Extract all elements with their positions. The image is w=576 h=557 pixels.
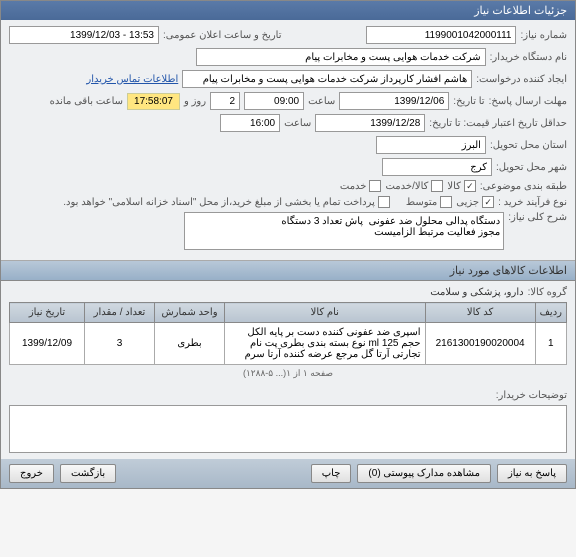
opt-service-label: کالا/خدمت <box>385 181 428 192</box>
th-name: نام کالا <box>225 303 426 323</box>
cell-date: 1399/12/09 <box>10 323 85 365</box>
need-number-label: شماره نیاز: <box>520 30 567 41</box>
creator-label: ایجاد کننده درخواست: <box>476 74 567 85</box>
checkbox-low[interactable] <box>482 196 494 208</box>
checkbox-service[interactable] <box>431 180 443 192</box>
remaining-label: ساعت باقی مانده <box>50 96 123 107</box>
th-code: کد کالا <box>425 303 535 323</box>
announce-date-label: تاریخ و ساعت اعلان عمومی: <box>163 30 282 41</box>
city-field: کرج <box>382 158 492 176</box>
cell-name: اسپری ضد عفونی کننده دست بر پایه الکل حج… <box>225 323 426 365</box>
checkbox-med[interactable] <box>440 196 452 208</box>
opt-goods-group: کالا <box>447 180 476 192</box>
summary-textarea[interactable]: دستگاه پدالی محلول ضد عفونی پاش تعداد 3 … <box>184 212 504 250</box>
announce-date-field: 13:53 - 1399/12/03 <box>9 26 159 44</box>
respond-button[interactable]: پاسخ به نیاز <box>497 464 567 483</box>
main-content: شماره نیاز: 1199001042000111 تاریخ و ساع… <box>1 20 575 260</box>
cell-idx: 1 <box>535 323 566 365</box>
goods-table: ردیف کد کالا نام کالا واحد شمارش تعداد /… <box>9 302 567 365</box>
opt-med-group: متوسط <box>406 196 452 208</box>
need-number-field: 1199001042000111 <box>366 26 516 44</box>
checkbox-partial[interactable] <box>378 196 390 208</box>
exit-button[interactable]: خروج <box>9 464 54 483</box>
goods-group-label: گروه کالا: <box>528 287 567 298</box>
min-credit-time-field: 16:00 <box>220 114 280 132</box>
checkbox-serv[interactable] <box>369 180 381 192</box>
goods-content: گروه کالا: دارو، پزشکی و سلامت ردیف کد ک… <box>1 281 575 459</box>
deadline-date-field: 1399/12/06 <box>339 92 449 110</box>
print-button[interactable]: چاپ <box>311 464 352 483</box>
th-unit: واحد شمارش <box>155 303 225 323</box>
opt-low-label: جزیی <box>456 197 479 208</box>
table-row[interactable]: 1 2161300190020004 اسپری ضد عفونی کننده … <box>10 323 567 365</box>
footer-bar: پاسخ به نیاز مشاهده مدارک پیوستی (0) چاپ… <box>1 459 575 488</box>
summary-label: شرح کلی نیاز: <box>508 212 567 223</box>
opt-low-group: جزیی <box>456 196 494 208</box>
window: جزئیات اطلاعات نیاز شماره نیاز: 11990010… <box>0 0 576 489</box>
city-label: شهر محل تحویل: <box>496 162 567 173</box>
section-goods-header: اطلاعات کالاهای مورد نیاز <box>1 260 575 281</box>
titlebar: جزئیات اطلاعات نیاز <box>1 1 575 20</box>
opt-serv-label: خدمت <box>340 181 367 192</box>
opt-service-group: کالا/خدمت <box>385 180 443 192</box>
process-label: نوع فرآیند خرید : <box>498 197 567 208</box>
to-date-label: تا تاریخ: <box>453 96 484 107</box>
buyer-name-label: نام دستگاه خریدار: <box>490 52 567 63</box>
back-button[interactable]: بازگشت <box>60 464 116 483</box>
th-qty: تعداد / مقدار <box>85 303 155 323</box>
th-date: تاریخ نیاز <box>10 303 85 323</box>
day-word: روز و <box>184 96 206 107</box>
cell-qty: 3 <box>85 323 155 365</box>
th-idx: ردیف <box>535 303 566 323</box>
deadline-time-field: 09:00 <box>244 92 304 110</box>
partial-pay-label: پرداخت تمام یا بخشی از مبلغ خرید،از محل … <box>63 197 375 208</box>
deadline-label: مهلت ارسال پاسخ: <box>489 96 567 107</box>
buyer-name-field: شرکت خدمات هوایی پست و مخابرات پیام <box>196 48 486 66</box>
buyer-desc-area <box>9 405 567 453</box>
cell-unit: بطری <box>155 323 225 365</box>
opt-serv-group: خدمت <box>340 180 382 192</box>
province-label: استان محل تحویل: <box>490 140 567 151</box>
partial-pay-group: پرداخت تمام یا بخشی از مبلغ خرید،از محل … <box>63 196 390 208</box>
time-label-2: ساعت <box>284 118 311 129</box>
province-field: البرز <box>376 136 486 154</box>
packaging-label: طبقه بندی موضوعی: <box>480 181 567 192</box>
creator-field: هاشم افشار کارپرداز شرکت خدمات هوایی پست… <box>182 70 472 88</box>
min-credit-label: حداقل تاریخ اعتبار قیمت: تا تاریخ: <box>429 118 567 129</box>
goods-group-value: دارو، پزشکی و سلامت <box>430 287 523 298</box>
opt-med-label: متوسط <box>406 197 437 208</box>
buyer-desc-label: توضیحات خریدار: <box>496 390 567 401</box>
days-field: 2 <box>210 92 240 110</box>
contact-link[interactable]: اطلاعات تماس خریدار <box>86 74 178 85</box>
cell-code: 2161300190020004 <box>425 323 535 365</box>
checkbox-goods[interactable] <box>464 180 476 192</box>
opt-goods-label: کالا <box>447 181 461 192</box>
time-label-1: ساعت <box>308 96 335 107</box>
table-pager: صفحه ۱ از ۱(... ۵-۱۲۸۸) <box>9 365 567 382</box>
min-credit-date-field: 1399/12/28 <box>315 114 425 132</box>
countdown-timer: 17:58:07 <box>127 93 180 110</box>
attachments-button[interactable]: مشاهده مدارک پیوستی (0) <box>357 464 491 483</box>
